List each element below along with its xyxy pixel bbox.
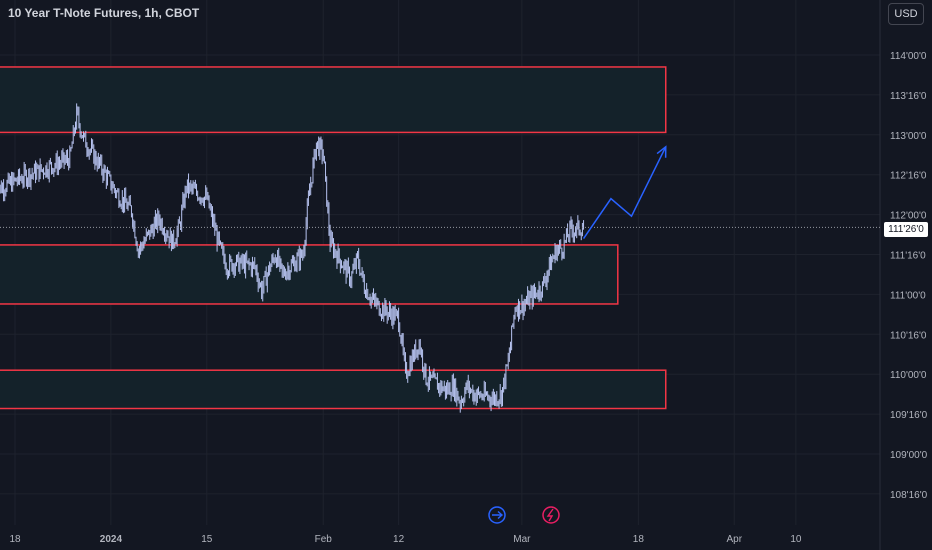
x-tick-label: 18 — [9, 534, 21, 545]
projection-arrow — [582, 145, 667, 239]
time-axis[interactable]: 18 2024 15 Feb 12 Mar 18 Apr 10 — [9, 534, 801, 545]
flash-icon — [542, 506, 560, 524]
projection-path — [582, 146, 667, 239]
y-tick-label: 113'00'0 — [890, 131, 927, 142]
current-price-label: 111'26'0 — [884, 222, 928, 237]
support-resistance-zone — [0, 244, 619, 305]
x-tick-label: Mar — [513, 534, 531, 545]
y-tick-label: 110'00'0 — [890, 370, 927, 381]
zones — [0, 66, 667, 410]
x-tick-label: 2024 — [100, 534, 123, 545]
x-tick-label: Apr — [726, 534, 742, 545]
y-tick-label: 113'16'0 — [890, 91, 927, 102]
x-tick-label: 15 — [201, 534, 213, 545]
y-tick-label: 114'00'0 — [890, 51, 927, 62]
y-tick-label: 111'00'0 — [890, 290, 926, 301]
y-tick-label: 111'16'0 — [890, 251, 926, 262]
y-tick-label: 109'00'0 — [890, 450, 928, 461]
chart-title: 10 Year T-Note Futures, 1h, CBOT — [8, 6, 200, 20]
y-tick-label: 108'16'0 — [890, 490, 928, 501]
event-icons — [488, 506, 560, 524]
candles — [0, 103, 585, 413]
y-tick-label: 109'16'0 — [890, 410, 928, 421]
y-tick-label: 112'16'0 — [890, 171, 927, 182]
x-tick-label: 18 — [633, 534, 645, 545]
x-tick-label: 10 — [790, 534, 802, 545]
price-axis[interactable]: 114'00'0 113'16'0 113'00'0 112'16'0 112'00'0… — [890, 51, 928, 501]
y-tick-label: 110'16'0 — [890, 330, 927, 341]
x-tick-label: Feb — [315, 534, 333, 545]
y-tick-label: 112'00'0 — [890, 211, 927, 222]
projection-arrowhead — [656, 145, 667, 158]
replay-icon-glyph — [492, 510, 504, 520]
flash-icon-glyph — [546, 508, 554, 522]
currency-button[interactable]: USD — [888, 3, 924, 25]
support-resistance-zone — [0, 66, 667, 134]
support-resistance-zone — [0, 369, 667, 410]
x-tick-label: 12 — [393, 534, 405, 545]
